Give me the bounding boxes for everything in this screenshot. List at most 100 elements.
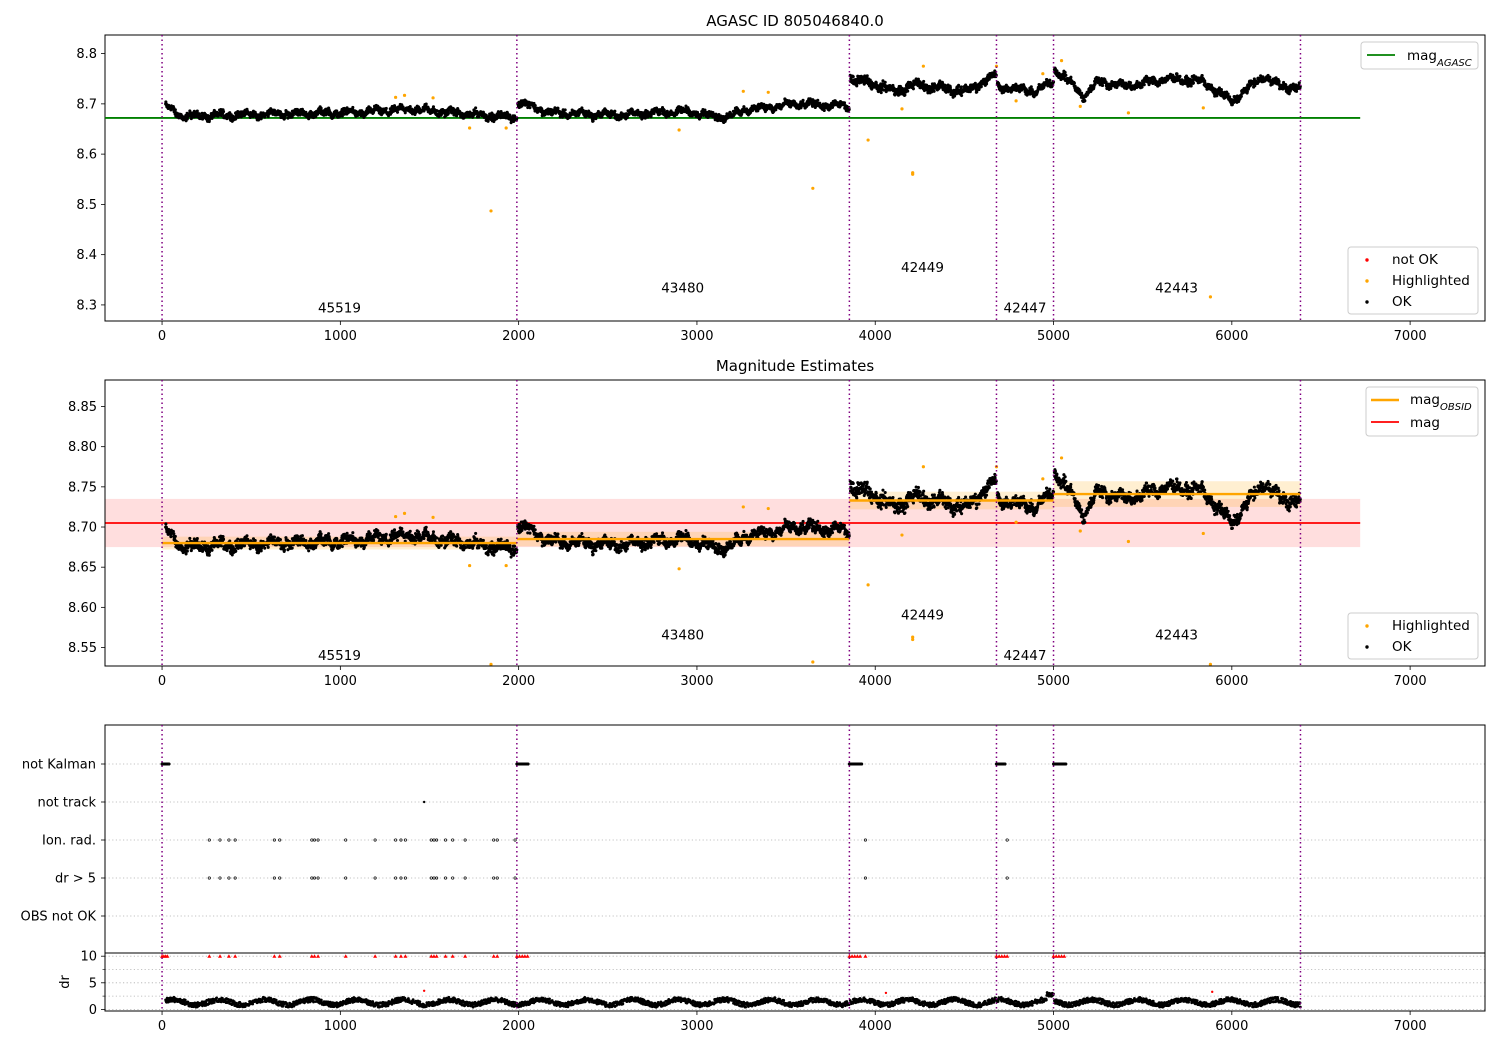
ok-point: [979, 85, 983, 89]
ok-point: [169, 108, 173, 112]
highlighted-point: [866, 138, 870, 142]
x-tick-label: 5000: [1037, 329, 1070, 344]
ok-point: [851, 75, 855, 79]
highlighted-point: [741, 89, 745, 93]
ok-point: [554, 111, 558, 115]
highlighted-point: [1014, 99, 1018, 103]
highlighted-point: [402, 93, 407, 97]
ok-point: [403, 111, 407, 115]
highlighted-point: [489, 209, 493, 213]
ok-point: [195, 536, 199, 541]
chart-title-agasc: AGASC ID 805046840.0: [706, 12, 884, 30]
ok-point: [234, 549, 238, 553]
y-tick-label: 8.8: [76, 47, 97, 62]
highlighted-point: [911, 171, 915, 175]
ok-point: [164, 522, 168, 526]
ok-point: [210, 548, 214, 552]
ok-point: [1063, 70, 1067, 75]
ok-point: [167, 527, 171, 531]
chart-title-magnitude-estimates: Magnitude Estimates: [716, 357, 874, 375]
x-tick-label: 4000: [859, 329, 892, 344]
ok-point: [210, 116, 214, 120]
x-tick-label: 0: [158, 329, 166, 344]
ok-point: [1142, 83, 1146, 87]
ok-point: [1083, 99, 1087, 103]
obsid-label: 43480: [661, 280, 704, 296]
ok-point: [855, 84, 859, 88]
ok-point: [906, 89, 910, 93]
ok-point: [431, 105, 436, 109]
plot-area-frame: [104, 34, 1486, 322]
ok-point: [208, 550, 212, 554]
ok-point: [922, 79, 926, 83]
legend-label-ok: OK: [1392, 294, 1413, 310]
ok-point: [816, 98, 820, 102]
highlighted-point: [504, 126, 508, 130]
ok-point: [474, 106, 478, 110]
obsid-label: 45519: [318, 300, 361, 316]
ok-point: [842, 101, 847, 105]
y-tick-label: 8.4: [76, 248, 97, 263]
highlighted-point: [468, 126, 472, 130]
ok-point: [903, 93, 907, 97]
highlighted-point: [900, 107, 904, 111]
ok-point: [173, 534, 177, 538]
x-tick-label: 6000: [1215, 329, 1248, 344]
ok-point: [932, 89, 936, 93]
ok-point: [253, 539, 257, 543]
ok-point: [185, 549, 189, 553]
ok-point: [384, 106, 388, 110]
ok-point: [957, 83, 961, 87]
ok-point: [1191, 81, 1196, 85]
x-tick-label: 3000: [680, 329, 713, 344]
ok-point: [1297, 81, 1301, 85]
ok-point: [822, 108, 826, 113]
ok-point: [245, 534, 249, 538]
ok-point: [960, 93, 964, 98]
ok-point: [221, 537, 226, 541]
ok-point: [188, 536, 192, 540]
ok-point: [236, 537, 240, 541]
ok-point: [1268, 75, 1272, 79]
obsid-label: 42443: [1155, 280, 1198, 296]
legend-marker-ok: [1365, 300, 1369, 304]
obsid-label: 42449: [901, 260, 944, 276]
ok-point: [319, 106, 323, 110]
highlighted-point: [1078, 104, 1082, 108]
ok-point: [801, 98, 805, 102]
ok-point: [236, 109, 240, 114]
ok-point: [959, 85, 963, 89]
y-tick-label: 8.5: [76, 198, 97, 213]
ok-point: [221, 109, 226, 114]
highlighted-point: [431, 96, 435, 100]
x-tick-label: 7000: [1394, 329, 1427, 344]
ok-point: [195, 109, 199, 113]
ok-point: [911, 87, 915, 91]
ok-point: [563, 108, 567, 112]
ok-point: [169, 535, 173, 539]
ok-point: [1239, 94, 1243, 98]
ok-point: [1129, 81, 1133, 85]
ok-point: [408, 104, 412, 109]
highlighted-point: [766, 90, 770, 94]
obsid-label: 42447: [1004, 300, 1047, 316]
ok-point: [1069, 75, 1073, 79]
ok-point: [1072, 81, 1076, 85]
highlighted-point: [1126, 111, 1131, 115]
legend-label-highlighted: Highlighted: [1392, 273, 1470, 289]
highlighted-point: [1059, 59, 1064, 63]
ok-point: [1109, 86, 1113, 90]
ok-point: [395, 110, 400, 114]
ok-points: [164, 66, 1302, 125]
ok-point: [446, 111, 450, 115]
y-tick-label: 8.7: [76, 97, 97, 112]
legend-marker-not-ok: [1365, 258, 1369, 262]
ok-point: [613, 109, 617, 113]
ok-point: [272, 108, 277, 112]
y-tick-label: 8.6: [76, 148, 97, 163]
x-tick-label: 1000: [324, 329, 357, 344]
y-tick-label: 8.3: [76, 298, 97, 313]
legend-label-not-ok: not OK: [1392, 252, 1439, 268]
